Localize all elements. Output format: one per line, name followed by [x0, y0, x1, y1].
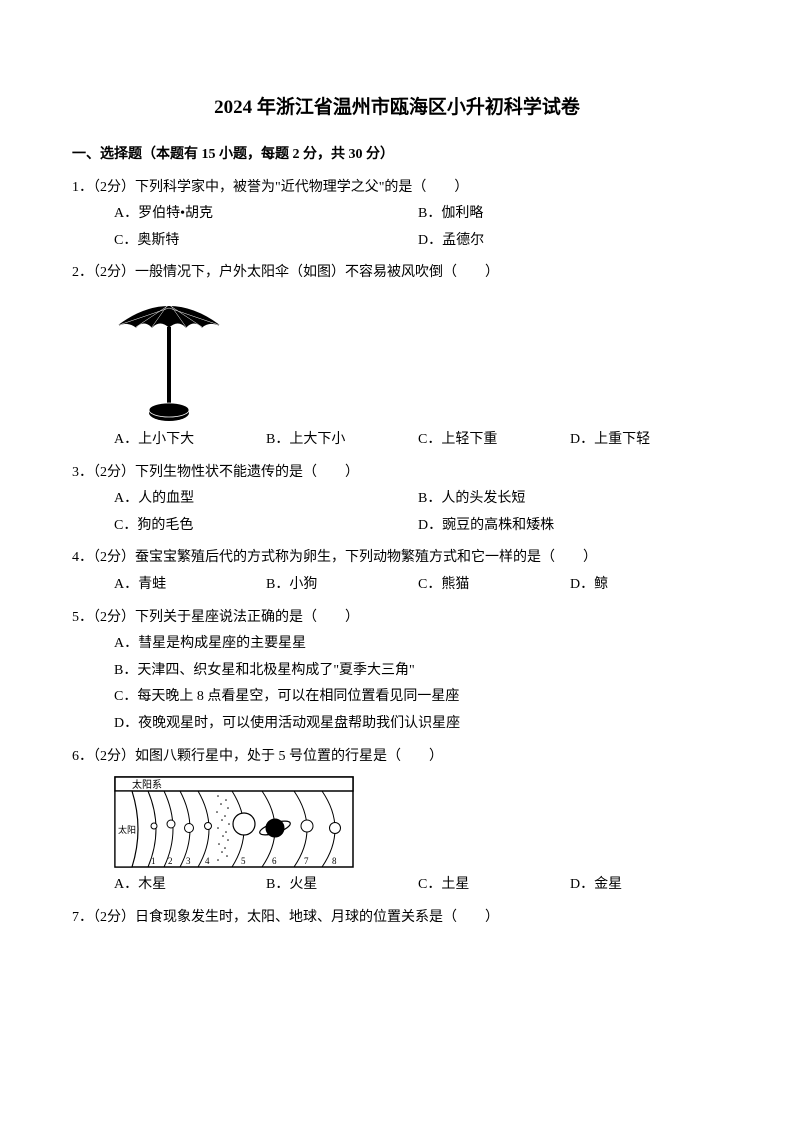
q4-stem: 4．（2分）蚕宝宝繁殖后代的方式称为卵生，下列动物繁殖方式和它一样的是（ ）: [72, 545, 722, 572]
q4-option-d: D．鲸: [570, 572, 722, 599]
q2-stem: 2．（2分）一般情况下，户外太阳伞（如图）不容易被风吹倒（ ）: [72, 260, 722, 287]
q3-option-d: D．豌豆的高株和矮株: [418, 513, 722, 540]
q5-option-c: C．每天晚上 8 点看星空，可以在相同位置看见同一星座: [114, 684, 722, 711]
q4-option-b: B．小狗: [266, 572, 418, 599]
q6-option-b: B．火星: [266, 872, 418, 899]
question-1: 1．（2分）下列科学家中，被誉为"近代物理学之父"的是（ ） A．罗伯特•胡克 …: [72, 175, 722, 255]
q5-option-d: D．夜晚观星时，可以使用活动观星盘帮助我们认识星座: [114, 711, 722, 738]
q1-option-b: B．伽利略: [418, 201, 722, 228]
q2-option-a: A．上小下大: [114, 427, 266, 454]
svg-text:5: 5: [241, 856, 246, 866]
question-4: 4．（2分）蚕宝宝繁殖后代的方式称为卵生，下列动物繁殖方式和它一样的是（ ） A…: [72, 545, 722, 598]
sun-label: 太阳: [118, 824, 136, 835]
svg-text:3: 3: [186, 856, 191, 866]
q2-option-c: C．上轻下重: [418, 427, 570, 454]
solar-system-figure: 太阳系 太阳 1 2 3 4 5 6: [72, 776, 722, 868]
q4-option-c: C．熊猫: [418, 572, 570, 599]
svg-text:6: 6: [272, 856, 277, 866]
section-header: 一、选择题（本题有 15 小题，每题 2 分，共 30 分）: [72, 142, 722, 169]
question-6: 6．（2分）如图八颗行星中，处于 5 号位置的行星是（ ） 太阳系 太阳 1 2…: [72, 744, 722, 899]
q6-option-d: D．金星: [570, 872, 722, 899]
q4-option-a: A．青蛙: [114, 572, 266, 599]
q1-option-d: D．孟德尔: [418, 228, 722, 255]
q5-option-a: A．彗星是构成星座的主要星星: [114, 631, 722, 658]
question-5: 5．（2分）下列关于星座说法正确的是（ ） A．彗星是构成星座的主要星星 B．天…: [72, 605, 722, 738]
q6-option-a: A．木星: [114, 872, 266, 899]
q2-option-d: D．上重下轻: [570, 427, 722, 454]
svg-text:4: 4: [205, 856, 210, 866]
q7-stem: 7．（2分）日食现象发生时，太阳、地球、月球的位置关系是（ ）: [72, 905, 722, 932]
umbrella-figure: [72, 293, 722, 423]
svg-text:2: 2: [168, 856, 173, 866]
svg-text:1: 1: [151, 856, 156, 866]
question-7: 7．（2分）日食现象发生时，太阳、地球、月球的位置关系是（ ）: [72, 905, 722, 932]
q5-option-b: B．天津四、织女星和北极星构成了"夏季大三角": [114, 658, 722, 685]
q3-option-a: A．人的血型: [114, 486, 418, 513]
svg-text:8: 8: [332, 856, 337, 866]
q1-option-c: C．奥斯特: [114, 228, 418, 255]
question-3: 3．（2分）下列生物性状不能遗传的是（ ） A．人的血型 B．人的头发长短 C．…: [72, 460, 722, 540]
q1-stem: 1．（2分）下列科学家中，被誉为"近代物理学之父"的是（ ）: [72, 175, 722, 202]
q3-option-c: C．狗的毛色: [114, 513, 418, 540]
page-title: 2024 年浙江省温州市瓯海区小升初科学试卷: [72, 90, 722, 126]
q6-stem: 6．（2分）如图八颗行星中，处于 5 号位置的行星是（ ）: [72, 744, 722, 771]
q1-option-a: A．罗伯特•胡克: [114, 201, 418, 228]
question-2: 2．（2分）一般情况下，户外太阳伞（如图）不容易被风吹倒（ ） A．上小下大 B…: [72, 260, 722, 453]
q3-option-b: B．人的头发长短: [418, 486, 722, 513]
q3-stem: 3．（2分）下列生物性状不能遗传的是（ ）: [72, 460, 722, 487]
solar-system-label: 太阳系: [132, 778, 162, 791]
q5-stem: 5．（2分）下列关于星座说法正确的是（ ）: [72, 605, 722, 632]
q2-option-b: B．上大下小: [266, 427, 418, 454]
svg-text:7: 7: [304, 856, 309, 866]
q6-option-c: C．土星: [418, 872, 570, 899]
